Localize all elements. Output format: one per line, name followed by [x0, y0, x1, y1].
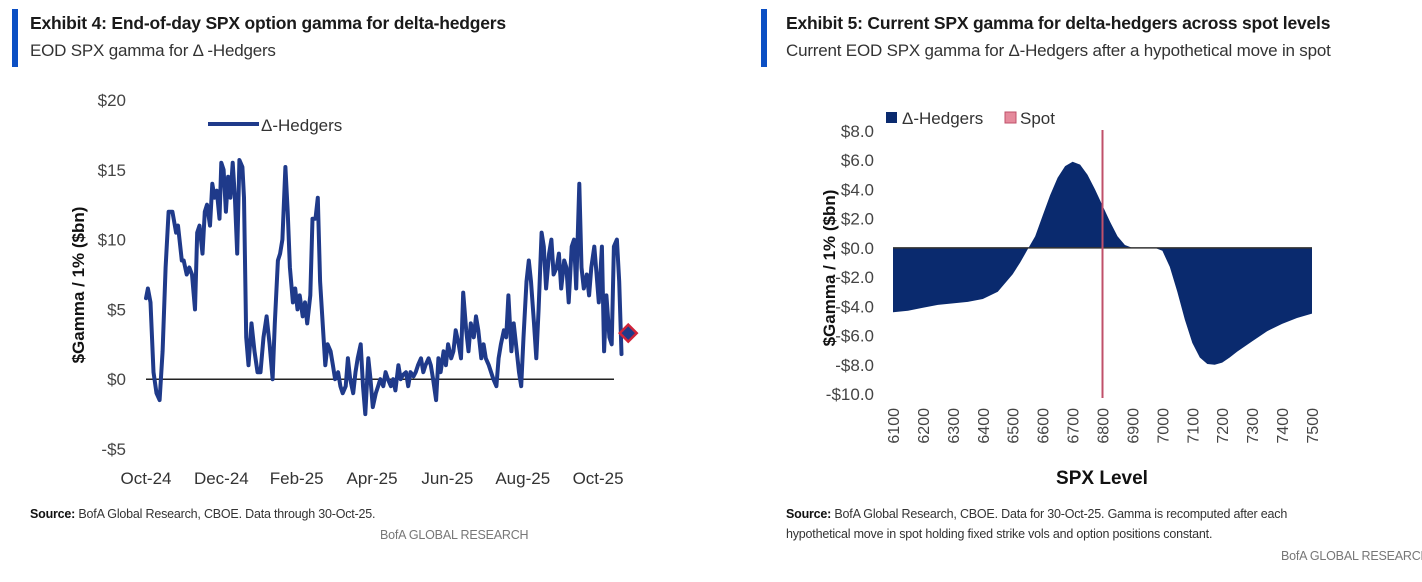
y-tick-label: $0	[107, 370, 126, 389]
source-text: BofA Global Research, CBOE. Data for 30-…	[786, 507, 1288, 541]
brand-label: BofA GLOBAL RESEARCH	[1281, 549, 1422, 563]
y-axis-label: $Gamma / 1% ($bn)	[69, 207, 88, 364]
x-tick-label: 6400	[976, 408, 993, 444]
area-delta-hedgers	[893, 161, 1312, 365]
y-tick-label: $15	[98, 161, 126, 180]
x-tick-label: 6100	[886, 408, 903, 444]
title-accent-bar	[761, 9, 767, 67]
x-axis-label: SPX Level	[1056, 468, 1148, 489]
source-text: BofA Global Research, CBOE. Data through…	[75, 507, 376, 521]
x-tick-label: Dec-24	[194, 469, 249, 488]
y-axis-label: $Gamma / 1% ($bn)	[820, 190, 839, 347]
legend-swatch-spot	[1004, 111, 1017, 124]
x-tick-label: 6300	[946, 408, 963, 444]
exhibit-5-subtitle: Current EOD SPX gamma for Δ-Hedgers afte…	[786, 41, 1331, 60]
exhibit-4-source: Source: BofA Global Research, CBOE. Data…	[30, 504, 376, 524]
y-tick-label: $0.0	[841, 239, 874, 258]
legend: Δ-Hedgers	[208, 116, 342, 135]
y-tick-label: $10	[98, 231, 126, 250]
legend: Δ-Hedgers Spot	[886, 109, 1055, 128]
brand-label: BofA GLOBAL RESEARCH	[380, 528, 529, 542]
legend-label-delta-hedgers: Δ-Hedgers	[261, 116, 342, 135]
source-label: Source:	[786, 507, 832, 521]
x-tick-label: 6500	[1006, 408, 1023, 444]
x-tick-label: 6600	[1036, 408, 1053, 444]
y-tick-label: $8.0	[841, 122, 874, 141]
series-line-delta-hedgers	[144, 158, 624, 417]
y-tick-label: $5	[107, 300, 126, 319]
legend-label-delta-hedgers: Δ-Hedgers	[902, 109, 983, 128]
x-tick-label: Oct-24	[120, 469, 171, 488]
y-tick-label: -$10.0	[826, 385, 874, 404]
legend-label-spot: Spot	[1020, 109, 1055, 128]
y-tick-label: -$8.0	[835, 356, 874, 375]
y-tick-label: -$2.0	[835, 268, 874, 287]
exhibit-4-panel: Exhibit 4: End-of-day SPX option gamma f…	[0, 0, 700, 582]
exhibit-5-panel: Exhibit 5: Current SPX gamma for delta-h…	[700, 0, 1422, 582]
exhibit-5-source: Source: BofA Global Research, CBOE. Data…	[786, 504, 1346, 544]
x-tick-label: 6800	[1096, 408, 1113, 444]
x-tick-label: Oct-25	[573, 469, 624, 488]
exhibit-4-subtitle: EOD SPX gamma for Δ -Hedgers	[30, 41, 276, 60]
exhibit-5-title: Exhibit 5: Current SPX gamma for delta-h…	[786, 13, 1331, 33]
last-value-marker	[617, 322, 639, 344]
x-tick-label: Feb-25	[270, 469, 324, 488]
source-label: Source:	[30, 507, 76, 521]
x-tick-label: 7100	[1185, 408, 1202, 444]
title-accent-bar	[12, 9, 18, 67]
legend-swatch-delta-hedgers	[886, 112, 897, 123]
x-tick-label: 7200	[1215, 408, 1232, 444]
x-tick-label: 7500	[1305, 408, 1322, 444]
x-tick-label: 7400	[1275, 408, 1292, 444]
y-tick-label: -$4.0	[835, 297, 874, 316]
y-tick-label: -$6.0	[835, 327, 874, 346]
y-tick-label: -$5	[101, 440, 126, 459]
x-tick-label: Aug-25	[495, 469, 550, 488]
y-tick-label: $4.0	[841, 180, 874, 199]
x-tick-label: 6700	[1066, 408, 1083, 444]
y-tick-label: $6.0	[841, 151, 874, 170]
x-tick-label: 7300	[1245, 408, 1262, 444]
x-tick-label: Apr-25	[347, 469, 398, 488]
exhibit-4-title: Exhibit 4: End-of-day SPX option gamma f…	[30, 13, 506, 33]
gamma-history-chart: $Gamma / 1% ($bn) $20 $15 $10 $5 $0 -$5 Oct-2…	[69, 91, 639, 488]
x-tick-label: 7000	[1155, 408, 1172, 444]
x-tick-label: 6900	[1125, 408, 1142, 444]
gamma-spot-chart: $Gamma / 1% ($bn) $8.0 $6.0 $4.0 $2.0 $0.0 -$…	[820, 109, 1322, 489]
y-tick-label: $20	[98, 91, 126, 110]
y-tick-label: $2.0	[841, 210, 874, 229]
x-tick-label: Jun-25	[421, 469, 473, 488]
x-tick-label: 6200	[916, 408, 933, 444]
